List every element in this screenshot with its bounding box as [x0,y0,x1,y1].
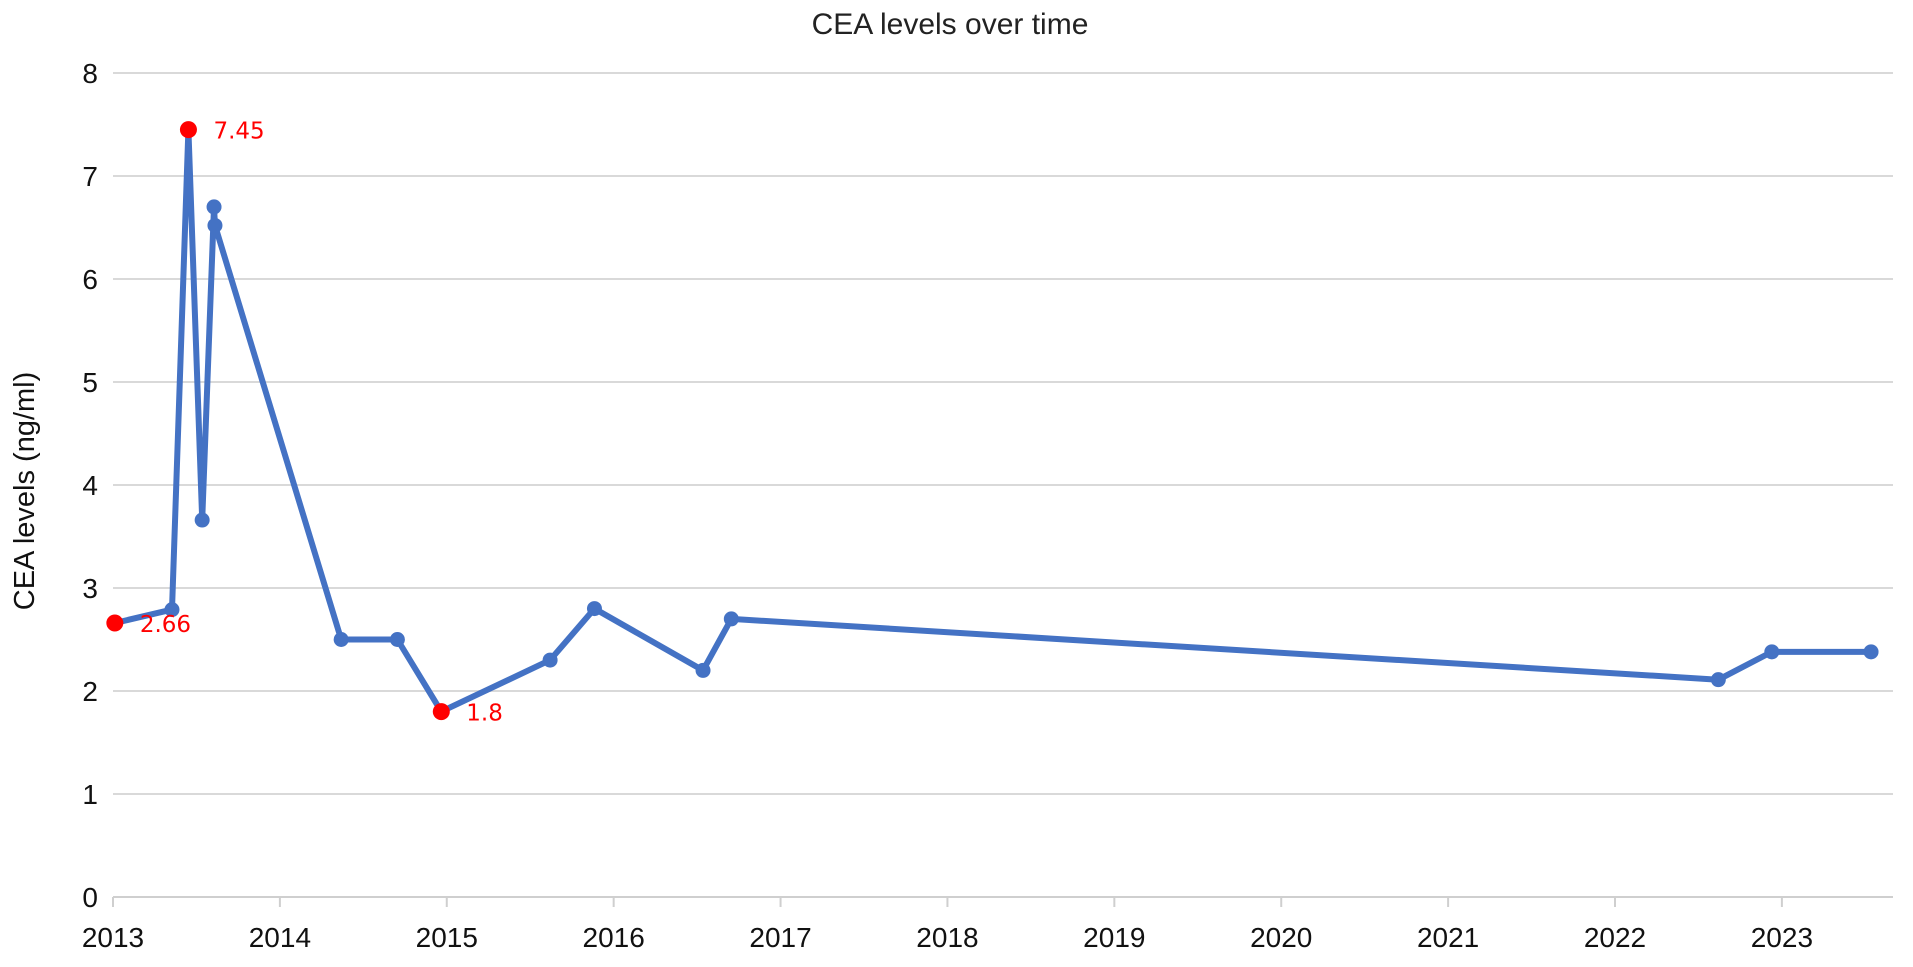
series-line [111,126,1875,715]
data-point [389,632,405,647]
x-tick-label: 2014 [249,922,311,953]
y-tick-label: 2 [82,676,98,707]
x-tick-label: 2019 [1083,922,1145,953]
y-tick-label: 6 [82,264,98,295]
x-tick-label: 2018 [916,922,978,953]
y-axis-label: CEA levels (ng/ml) [9,372,41,611]
data-point [695,662,711,678]
data-point [1710,672,1726,688]
data-point [206,199,222,215]
gridlines [113,72,1893,898]
y-tick-label: 0 [82,882,98,913]
x-axis-ticks: 2013 2014 2015 2016 2017 2018 2019 2020 2021 2022… [82,897,1813,953]
x-tick-label: 2015 [416,922,478,953]
data-point [164,602,180,618]
highlighted-data-point [432,703,450,721]
x-tick-label: 2021 [1417,922,1479,953]
highlighted-data-point [106,614,124,632]
data-point [1764,644,1780,660]
highlighted-data-point [179,121,197,139]
x-tick-label: 2016 [583,922,645,953]
y-tick-label: 4 [82,470,98,501]
data-label: 1.8 [466,701,503,727]
y-tick-label: 7 [82,161,98,192]
y-tick-label: 8 [82,58,98,89]
chart-title: CEA levels over time [812,8,1089,41]
data-label: 2.66 [140,612,191,638]
y-tick-label: 1 [82,779,98,810]
data-point [542,652,558,668]
x-tick-label: 2013 [82,922,144,953]
x-tick-label: 2022 [1584,922,1646,953]
x-tick-label: 2023 [1751,922,1813,953]
data-point [586,601,602,617]
x-tick-label: 2020 [1250,922,1312,953]
x-tick-label: 2017 [749,922,811,953]
data-point [333,632,349,647]
data-point [1863,644,1879,660]
y-axis-ticks: 0 1 2 3 4 5 6 7 8 [82,58,98,913]
data-point [194,512,210,528]
data-labels: 2.66 7.45 1.8 [140,119,503,727]
y-tick-label: 5 [82,367,98,398]
data-label: 7.45 [213,119,264,145]
data-series [111,126,1875,715]
data-points [106,121,1879,721]
y-tick-label: 3 [82,573,98,604]
data-point [207,217,223,233]
data-point [723,611,739,627]
